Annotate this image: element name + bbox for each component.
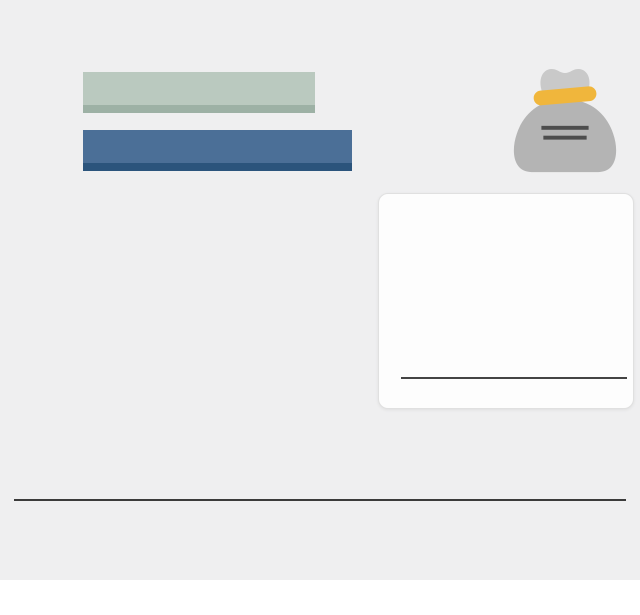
tax-progress-panel	[378, 193, 634, 409]
money-bag-icon	[513, 68, 617, 173]
page-title	[15, 13, 23, 55]
won-symbol	[541, 125, 589, 140]
summary-bar-2025	[83, 72, 315, 113]
main-chart-axis	[14, 499, 626, 501]
inset-chart-axis	[401, 377, 627, 379]
summary-bar-2026	[83, 130, 352, 171]
